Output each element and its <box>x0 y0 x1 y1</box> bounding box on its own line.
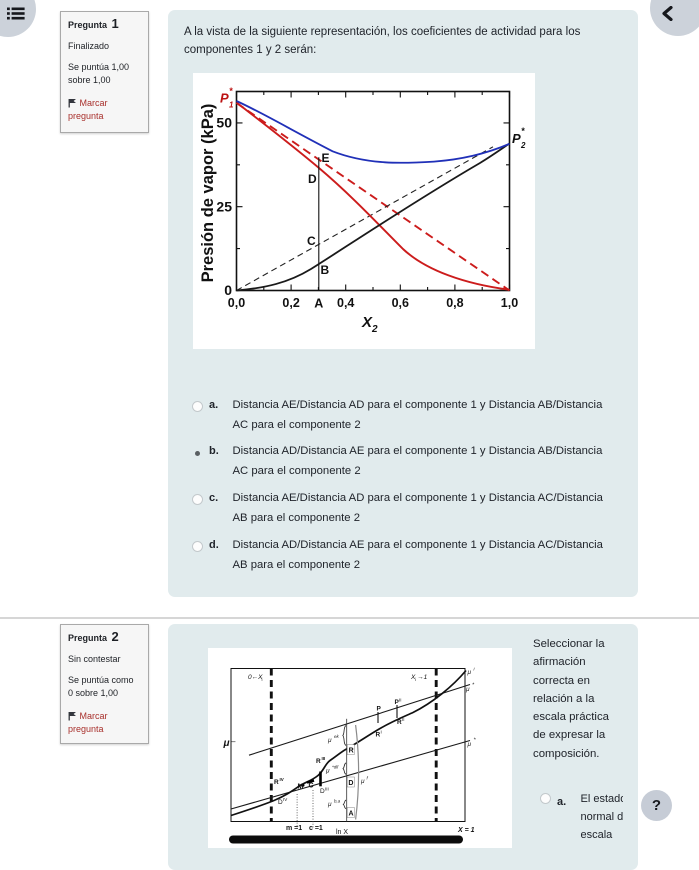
svg-text:μ: μ <box>327 801 332 808</box>
svg-text:X = 1: X = 1 <box>457 827 475 834</box>
svg-text:b,a: b,a <box>334 799 341 804</box>
svg-text:M: M <box>298 784 304 791</box>
svg-text:A: A <box>314 297 323 311</box>
svg-text:IV: IV <box>280 777 284 782</box>
svg-text:1: 1 <box>229 101 234 110</box>
svg-text:R: R <box>376 732 381 739</box>
svg-text:0,8: 0,8 <box>446 296 463 310</box>
svg-text:P: P <box>220 91 229 106</box>
svg-text:II: II <box>399 698 402 703</box>
svg-text:R: R <box>397 719 402 726</box>
svg-text:–: – <box>231 737 236 746</box>
svg-text:μ: μ <box>223 738 230 749</box>
svg-text:μ: μ <box>465 686 470 693</box>
svg-text:Presión de vapor (kPa): Presión de vapor (kPa) <box>199 104 217 283</box>
svg-text:0,6: 0,6 <box>392 296 409 310</box>
svg-text:i: i <box>415 677 416 682</box>
svg-text:R: R <box>316 758 321 765</box>
svg-text:*: * <box>229 86 233 96</box>
svg-text:0,2: 0,2 <box>282 296 299 310</box>
svg-text:*: * <box>472 683 475 689</box>
svg-text:μ: μ <box>325 768 330 775</box>
svg-text:C: C <box>307 234 316 248</box>
svg-text:0: 0 <box>224 282 232 298</box>
svg-text:D: D <box>348 780 353 787</box>
svg-text:μ: μ <box>360 778 365 785</box>
svg-text:R: R <box>274 779 279 786</box>
svg-text:*: * <box>521 126 525 136</box>
svg-text:1,0: 1,0 <box>501 296 518 310</box>
svg-text:2: 2 <box>371 324 378 335</box>
svg-text:0←X: 0←X <box>248 674 263 681</box>
svg-text:μ: μ <box>467 669 472 676</box>
svg-text:B: B <box>321 263 330 277</box>
svg-text:50: 50 <box>216 115 232 131</box>
svg-text:0,0: 0,0 <box>228 296 245 310</box>
svg-text:μ: μ <box>327 737 332 744</box>
svg-text:i: i <box>262 677 263 682</box>
svg-text:i: i <box>474 667 476 672</box>
svg-text:c =1: c =1 <box>309 825 323 832</box>
svg-text:P: P <box>377 706 382 713</box>
svg-text:25: 25 <box>216 199 232 215</box>
svg-text:f: f <box>367 776 369 781</box>
svg-text:A: A <box>349 811 354 818</box>
svg-text:m =1: m =1 <box>286 825 302 832</box>
svg-text:μ: μ <box>467 741 472 748</box>
svg-text:P: P <box>395 699 400 706</box>
svg-text:I: I <box>381 730 382 735</box>
svg-text:X →1: X →1 <box>410 674 428 681</box>
svg-text:C: C <box>309 783 314 790</box>
svg-text:R: R <box>349 748 354 755</box>
svg-text:P: P <box>512 131 521 146</box>
svg-text:III: III <box>322 756 326 761</box>
svg-text:D: D <box>278 799 283 806</box>
svg-text:ln X: ln X <box>336 829 348 836</box>
svg-text:D: D <box>320 788 325 795</box>
svg-text:II: II <box>402 717 405 722</box>
svg-text:D: D <box>308 172 317 186</box>
svg-text:*dil: *dil <box>332 765 339 770</box>
svg-text:0,4: 0,4 <box>337 296 354 310</box>
svg-text:III: III <box>325 787 329 792</box>
svg-text:*: * <box>474 738 477 744</box>
svg-text:2: 2 <box>520 141 526 150</box>
svg-text:IV: IV <box>283 797 287 802</box>
svg-text:E: E <box>322 151 330 165</box>
svg-text:X: X <box>361 314 373 331</box>
svg-text:ek: ek <box>334 734 340 739</box>
